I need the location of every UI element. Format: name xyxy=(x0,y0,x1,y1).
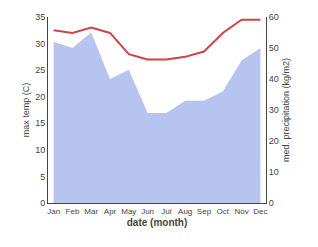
svg-text:Jun: Jun xyxy=(141,207,154,216)
svg-text:May: May xyxy=(121,207,136,216)
svg-text:40: 40 xyxy=(269,74,279,84)
svg-text:date (month): date (month) xyxy=(127,217,188,228)
svg-text:25: 25 xyxy=(35,65,45,75)
svg-text:Jul: Jul xyxy=(161,207,171,216)
svg-text:10: 10 xyxy=(35,145,45,155)
svg-text:35: 35 xyxy=(35,12,45,22)
svg-text:60: 60 xyxy=(269,12,279,22)
svg-text:Feb: Feb xyxy=(66,207,80,216)
svg-text:0: 0 xyxy=(269,198,274,208)
svg-text:15: 15 xyxy=(35,118,45,128)
svg-text:10: 10 xyxy=(269,167,279,177)
svg-text:Aug: Aug xyxy=(178,207,192,216)
svg-text:med. precipitation (kg/m2): med. precipitation (kg/m2) xyxy=(281,58,291,162)
svg-text:max temp (C): max temp (C) xyxy=(21,83,31,138)
svg-text:Oct: Oct xyxy=(217,207,230,216)
svg-text:Dec: Dec xyxy=(253,207,267,216)
svg-text:Nov: Nov xyxy=(234,207,248,216)
svg-text:5: 5 xyxy=(40,172,45,182)
svg-text:Mar: Mar xyxy=(84,207,98,216)
svg-text:30: 30 xyxy=(35,39,45,49)
svg-text:30: 30 xyxy=(269,105,279,115)
svg-text:Apr: Apr xyxy=(104,207,117,216)
svg-text:Jan: Jan xyxy=(47,207,60,216)
svg-text:20: 20 xyxy=(35,92,45,102)
svg-text:20: 20 xyxy=(269,136,279,146)
svg-text:50: 50 xyxy=(269,43,279,53)
svg-text:0: 0 xyxy=(40,198,45,208)
svg-text:Sep: Sep xyxy=(197,207,212,216)
